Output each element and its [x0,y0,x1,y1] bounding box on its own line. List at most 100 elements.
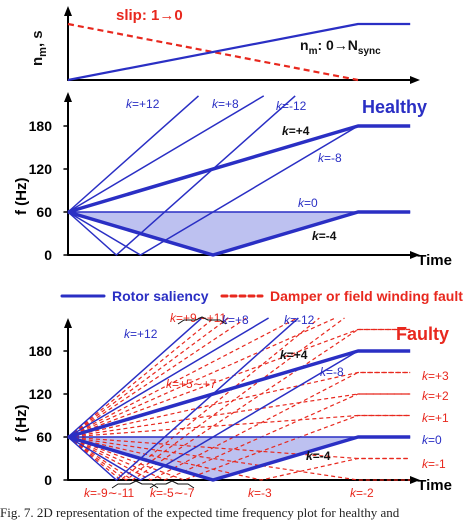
faulty-k-label-14-prefix: k [150,486,157,500]
healthy-k-label-1-value: =+8 [218,97,239,111]
healthy-k-label-0-value: =+12 [132,97,160,111]
healthy-k-label-3-prefix: k [282,124,290,138]
faulty-panel-ytick-120: 120 [29,386,53,402]
faulty-panel-fault-line-k-3 [67,436,411,481]
faulty-panel-base-line-0 [67,349,411,439]
faulty-k-label-14-value: =-5∼-7 [156,486,195,500]
healthy-panel-xlabel: Time [417,252,452,269]
legend-fault-label: Damper or field winding fault [270,288,463,304]
faulty-panel-ytick-0: 0 [44,472,52,488]
faulty-panel-ytick-180: 180 [29,343,53,359]
faulty-k-label-13: k=-9∼-11 [84,486,135,500]
healthy-panel-saliency-line-k-8 [67,125,359,256]
faulty-panel-fault-line-k5 [67,328,411,438]
speed-label-part: n [300,37,309,53]
faulty-k-label-10-value: =0 [428,433,442,447]
faulty-panel-title: Faulty [396,324,449,344]
faulty-panel-fault-line-k9 [67,317,247,438]
faulty-k-label-15-prefix: k [248,486,255,500]
faulty-k-label-3-prefix: k [284,313,291,327]
faulty-panel-fault-line-k3 [67,371,411,438]
faulty-k-label-10: k=0 [422,433,442,447]
faulty-panel-saliency-line-k12 [67,317,203,438]
faulty-k-label-16: k=-2 [350,486,374,500]
faulty-k-label-0: k=+9∼+11 [170,311,227,325]
healthy-k-label-1: k=+8 [212,97,239,111]
faulty-k-label-10-prefix: k [422,433,429,447]
faulty-k-label-11-prefix: k [306,449,314,463]
faulty-k-label-1: k=+12 [124,327,158,341]
faulty-k-label-12-prefix: k [422,457,429,471]
faulty-k-label-15-value: =-3 [254,486,272,500]
faulty-k-label-6: k=-8 [320,365,344,379]
healthy-k-label-5: k=0 [298,196,318,210]
panel1-ylabel-part: m [37,47,49,57]
brace-neg9-11 [111,480,159,489]
faulty-panel-xlabel: Time [417,477,452,494]
healthy-k-label-6-prefix: k [312,229,320,243]
speed-series-line [67,22,411,82]
brace-neg5-7 [149,480,195,489]
healthy-k-label-5-value: =0 [304,196,318,210]
faulty-k-label-1-value: =+12 [130,327,158,341]
figure-caption: Fig. 7. 2D representation of the expecte… [0,505,400,520]
faulty-k-label-7-prefix: k [422,369,429,383]
healthy-panel-saliency-line-k-12 [67,95,296,256]
faulty-k-label-13-prefix: k [84,486,91,500]
faulty-k-label-7-value: =+3 [428,369,449,383]
healthy-panel-y-arrow [64,92,72,102]
faulty-k-label-5-value: =+4 [287,348,308,362]
faulty-k-label-5: k=+4 [280,348,308,362]
faulty-k-label-0-value: =+9∼+11 [176,311,227,325]
healthy-panel-ytick-120: 120 [29,161,53,177]
faulty-k-label-14: k=-5∼-7 [150,486,195,500]
faulty-k-label-9-prefix: k [422,411,429,425]
faulty-k-label-5-prefix: k [280,348,288,362]
faulty-panel-ytick-60: 60 [36,429,52,445]
speed-label-part: : 0→N [317,37,357,53]
faulty-panel-fault-line-k-10 [67,317,345,481]
faulty-k-label-2-prefix: k [222,313,229,327]
healthy-k-label-2: k=-12 [276,99,307,113]
legend-saliency-label: Rotor saliency [112,288,209,304]
healthy-k-label-3-value: =+4 [289,124,310,138]
healthy-k-label-6: k=-4 [312,229,337,243]
healthy-panel-ylabel: f (Hz) [13,178,30,216]
healthy-panel-shaded-region [68,212,358,255]
faulty-k-label-9: k=+1 [422,411,449,425]
speed-label-part: sync [358,46,381,57]
faulty-panel-fault-line-k7 [67,317,298,438]
healthy-panel-title: Healthy [362,97,427,117]
healthy-panel-ytick-60: 60 [36,204,52,220]
faulty-k-label-3: k=-12 [284,313,315,327]
faulty-k-label-2-value: =+8 [228,313,249,327]
faulty-panel-fault-line-k-11 [67,317,320,481]
faulty-panel-saliency-line-k-12 [67,317,299,481]
faulty-k-label-12-value: =-1 [428,457,446,471]
healthy-k-label-0: k=+12 [126,97,160,111]
speed-label-part: m [309,46,318,57]
healthy-panel-x-arrow [410,251,420,259]
faulty-k-label-3-value: =-12 [290,313,315,327]
healthy-panel-saliency-line-k12 [67,95,199,213]
panel1-ylabel: nm, s [29,30,49,66]
faulty-k-label-8: k=+2 [422,389,449,403]
healthy-k-label-4: k=-8 [318,151,342,165]
healthy-panel-ytick-180: 180 [29,118,53,134]
healthy-panel-base-line-2 [67,210,411,257]
faulty-k-label-9-value: =+1 [428,411,449,425]
faulty-panel-fault-line-k10 [67,317,229,438]
faulty-k-label-15: k=-3 [248,486,272,500]
faulty-k-label-16-prefix: k [350,486,357,500]
panel1-ylabel-part: , s [29,30,46,47]
slip-label: slip: 1→0 [116,7,183,24]
faulty-k-label-4: k=+5∼+7 [166,377,217,391]
healthy-k-label-6-value: =-4 [319,229,337,243]
faulty-k-label-11-value: =-4 [313,449,331,463]
faulty-k-label-6-value: =-8 [326,365,344,379]
healthy-panel-ytick-0: 0 [44,247,52,263]
healthy-panel-saliency-line-k8 [67,95,265,213]
healthy-panel-base-line-0 [67,124,411,214]
healthy-k-label-0-prefix: k [126,97,133,111]
